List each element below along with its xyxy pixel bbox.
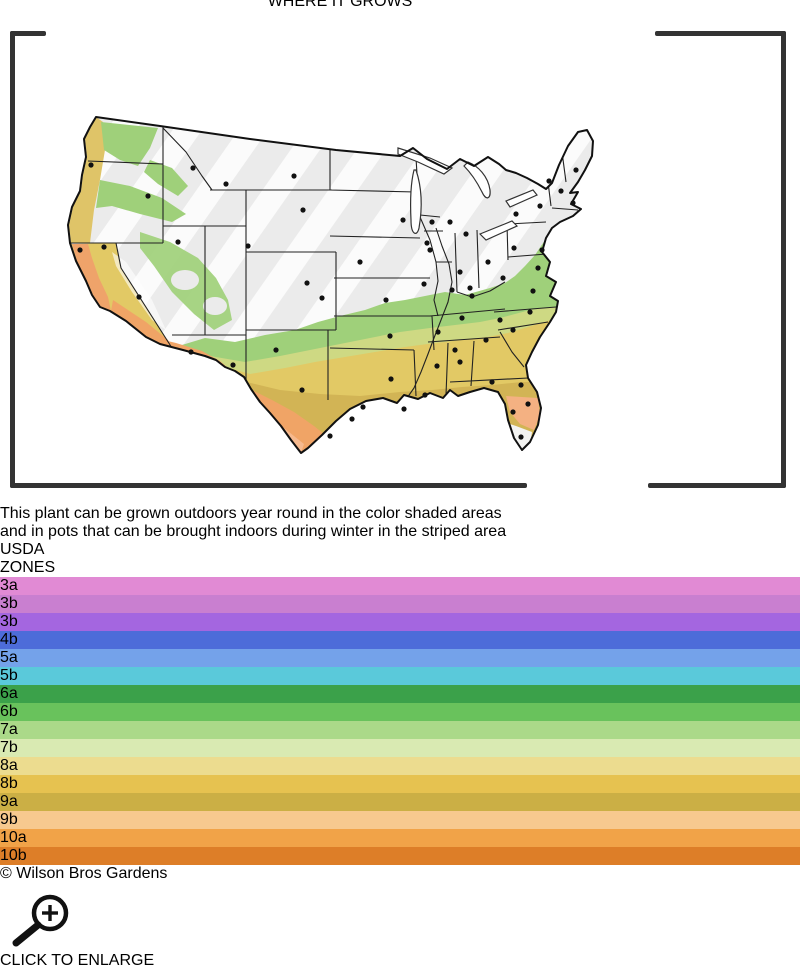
zone-chip-3b: 3b [0,613,800,631]
cascades-green [101,122,158,166]
frame-right [781,31,786,488]
frame-top-left [10,31,46,36]
lake-michigan [410,169,422,234]
subtitle-line1: This plant can be grown outdoors year ro… [0,505,502,522]
zone-chip-10a: 10a [0,829,800,847]
lake-erie [478,220,519,241]
lake-superior [397,147,454,175]
socal-orange [111,300,172,348]
legend-title-zones: ZONES [0,559,56,576]
click-to-enlarge-label[interactable]: CLICK TO ENLARGE [0,952,155,969]
frame-left [10,31,15,488]
zone-chip-4b: 4b [0,631,800,649]
zone-chip-6b: 6b [0,703,800,721]
zone-chip-9a: 9a [0,793,800,811]
zone-chip-3a: 3a [0,577,800,595]
magnifier-plus-icon[interactable] [0,883,74,947]
zone-list: 3a 3b 3b 4b 5a 5b 6a 6b 7a 7b 8a 8b 9a 9b 10a 10b [0,577,800,865]
frame-top-right [655,31,786,36]
zone-chip-8b: 8b [0,775,800,793]
sierra-pale [112,252,166,330]
south-texas-orange [252,390,324,453]
frame-bottom-left [10,483,527,488]
texas-tip-salmon [284,428,304,453]
zone-chip-7b: 7b [0,739,800,757]
zone-chip-7a: 7a [0,721,800,739]
watermark: © Wilson Bros Gardens [0,865,168,882]
lake-ontario [505,189,538,208]
zone-chip-9b: 9b [0,811,800,829]
zone-chip-3b: 3b [0,595,800,613]
idaho-green [144,160,188,196]
subtitle-line2: and in pots that can be brought indoors … [0,523,507,540]
us-outline [67,116,594,454]
zone-chip-5b: 5b [0,667,800,685]
california-region [71,243,172,348]
zone-chip-8a: 8a [0,757,800,775]
city-dots [77,162,579,440]
california-coast [72,244,111,311]
zone-chip-10b: 10b [0,847,800,865]
great-lakes [397,147,538,241]
map-fill-layers [68,117,593,453]
florida-peach [506,396,540,430]
legend-title-usda: USDA [0,541,45,558]
pacific-coast-strip [69,117,105,243]
usda-zone-map[interactable] [0,0,800,500]
zone-chip-6a: 6a [0,685,800,703]
lake-huron [463,161,491,199]
frame-bottom-right [648,483,786,488]
zone-chip-5a: 5a [0,649,800,667]
page-title: WHERE IT GROWS [267,0,413,10]
